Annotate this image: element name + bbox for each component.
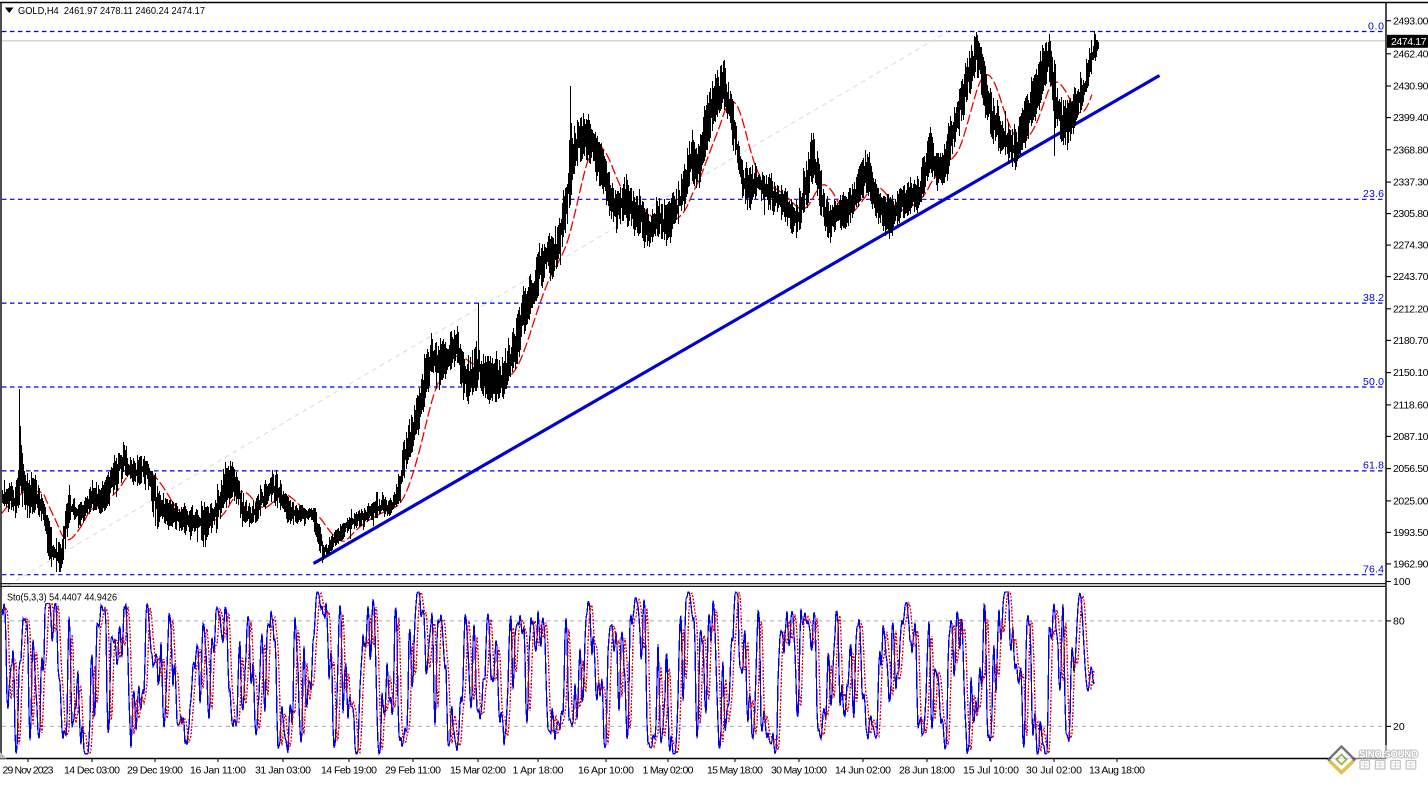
svg-text:2493.00: 2493.00: [1393, 15, 1428, 27]
svg-text:20: 20: [1393, 721, 1405, 733]
svg-text:14 Jun 02:00: 14 Jun 02:00: [835, 765, 891, 777]
svg-text:2056.50: 2056.50: [1393, 463, 1428, 475]
svg-text:2430.90: 2430.90: [1393, 81, 1428, 93]
svg-text:2118.60: 2118.60: [1393, 400, 1428, 412]
svg-text:29 Feb 11:00: 29 Feb 11:00: [385, 765, 441, 777]
svg-text:28 Jun 18:00: 28 Jun 18:00: [899, 765, 955, 777]
svg-text:2243.70: 2243.70: [1393, 271, 1428, 283]
svg-text:Sto(5,3,3) 54.4407 44.9426: Sto(5,3,3) 54.4407 44.9426: [7, 592, 117, 604]
svg-text:29 Nov 2023: 29 Nov 2023: [3, 765, 54, 777]
svg-text:2212.20: 2212.20: [1393, 303, 1428, 315]
svg-text:SINO SOUND: SINO SOUND: [1359, 750, 1418, 761]
svg-text:15 Jul 10:00: 15 Jul 10:00: [963, 765, 1019, 777]
svg-text:15 Mar 02:00: 15 Mar 02:00: [450, 765, 506, 777]
svg-text:2474.17: 2474.17: [1391, 36, 1427, 48]
svg-text:2087.10: 2087.10: [1393, 431, 1428, 443]
svg-text:2368.80: 2368.80: [1393, 144, 1428, 156]
svg-text:GOLD,H4 2461.97 2478.11 2460.: GOLD,H4 2461.97 2478.11 2460.24 2474.17: [18, 5, 205, 17]
svg-text:76.4: 76.4: [1363, 564, 1384, 576]
svg-text:2399.40: 2399.40: [1393, 112, 1428, 124]
svg-text:2150.10: 2150.10: [1393, 367, 1428, 379]
svg-text:1 May 02:00: 1 May 02:00: [643, 765, 694, 777]
svg-text:100: 100: [1393, 576, 1411, 588]
svg-text:2180.70: 2180.70: [1393, 335, 1428, 347]
svg-text:38.2: 38.2: [1363, 292, 1384, 304]
svg-text:2025.00: 2025.00: [1393, 496, 1428, 508]
svg-text:31 Jan 03:00: 31 Jan 03:00: [255, 765, 311, 777]
svg-text:30 May 10:00: 30 May 10:00: [771, 765, 827, 777]
svg-text:1993.50: 1993.50: [1393, 527, 1428, 539]
svg-text:29 Dec 19:00: 29 Dec 19:00: [127, 765, 183, 777]
svg-text:61.8: 61.8: [1363, 460, 1384, 472]
svg-text:1 Apr 18:00: 1 Apr 18:00: [513, 765, 564, 777]
svg-text:1962.90: 1962.90: [1393, 559, 1428, 571]
svg-text:14 Feb 19:00: 14 Feb 19:00: [321, 765, 377, 777]
svg-text:14 Dec 03:00: 14 Dec 03:00: [64, 765, 120, 777]
svg-text:15 May 18:00: 15 May 18:00: [707, 765, 763, 777]
svg-text:30 Jul 02:00: 30 Jul 02:00: [1026, 765, 1082, 777]
svg-text:2337.30: 2337.30: [1393, 177, 1428, 189]
svg-text:2274.30: 2274.30: [1393, 240, 1428, 252]
svg-text:23.6: 23.6: [1363, 188, 1384, 200]
svg-text:13 Aug 18:00: 13 Aug 18:00: [1089, 765, 1145, 777]
svg-text:80: 80: [1393, 616, 1405, 628]
svg-text:2462.40: 2462.40: [1393, 48, 1428, 60]
svg-text:16 Apr 10:00: 16 Apr 10:00: [578, 765, 634, 777]
svg-text:2305.80: 2305.80: [1393, 208, 1428, 220]
svg-text:16 Jan 11:00: 16 Jan 11:00: [190, 765, 246, 777]
svg-text:0.0: 0.0: [1368, 20, 1384, 32]
svg-text:50.0: 50.0: [1363, 376, 1384, 388]
